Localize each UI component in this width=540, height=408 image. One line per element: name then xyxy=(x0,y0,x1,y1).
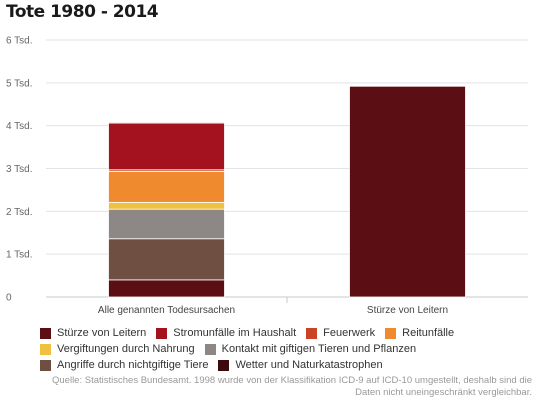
legend-item: Kontakt mit giftigen Tieren und Pflanzen xyxy=(204,342,417,356)
legend-label: Vergiftungen durch Nahrung xyxy=(57,343,195,355)
y-tick-label: 6 Tsd. xyxy=(6,36,33,47)
chart-title: Tote 1980 - 2014 xyxy=(6,2,159,22)
bar-segment xyxy=(108,208,225,240)
legend: Stürze von Leitern Stromunfälle im Hausha… xyxy=(40,326,530,372)
axes: 0 1 Tsd. 2 Tsd. 3 Tsd. 4 Tsd. 5 Tsd. 6 Tsd. All… xyxy=(6,36,448,317)
bar-segment xyxy=(108,201,225,210)
y-tick-label: 2 Tsd. xyxy=(6,207,33,218)
legend-label: Stürze von Leitern xyxy=(57,327,147,339)
legend-item: Feuerwerk xyxy=(306,326,375,340)
legend-item: Stürze von Leitern xyxy=(40,326,146,340)
legend-item: Stromunfälle im Haushalt xyxy=(156,326,296,340)
bar-segment xyxy=(108,279,225,298)
legend-swatch xyxy=(306,327,318,339)
bar-segment xyxy=(108,122,225,171)
legend-swatch xyxy=(204,343,216,355)
legend-label: Angriffe durch nichtgiftige Tiere xyxy=(57,359,209,371)
x-tick-label: Alle genannten Todesursachen xyxy=(98,305,235,316)
legend-item: Vergiftungen durch Nahrung xyxy=(40,342,195,356)
y-tick-label: 3 Tsd. xyxy=(6,164,33,175)
legend-swatch xyxy=(40,343,51,355)
legend-label: Feuerwerk xyxy=(323,327,376,339)
bar-segment xyxy=(108,238,225,281)
legend-label: Wetter und Naturkatastrophen xyxy=(235,359,383,371)
bar-segment xyxy=(108,171,225,203)
source-note: Quelle: Statistisches Bundesamt. 1998 wu… xyxy=(52,375,532,398)
legend-label: Kontakt mit giftigen Tieren und Pflanzen xyxy=(221,343,417,355)
legend-item: Reitunfälle xyxy=(385,326,454,340)
bar-segment xyxy=(349,85,466,298)
legend-item: Angriffe durch nichtgiftige Tiere xyxy=(40,358,208,372)
y-tick-label: 0 xyxy=(6,293,12,304)
legend-swatch xyxy=(385,327,397,339)
legend-item: Wetter und Naturkatastrophen xyxy=(218,358,383,372)
y-tick-label: 1 Tsd. xyxy=(6,250,33,261)
legend-label: Reitunfälle xyxy=(402,327,455,339)
legend-swatch xyxy=(40,327,51,339)
bar-chart: 0 1 Tsd. 2 Tsd. 3 Tsd. 4 Tsd. 5 Tsd. 6 Tsd. All… xyxy=(6,36,528,317)
legend-swatch xyxy=(40,359,51,371)
legend-label: Stromunfälle im Haushalt xyxy=(173,327,297,339)
y-tick-label: 5 Tsd. xyxy=(6,78,33,89)
legend-swatch xyxy=(218,359,230,371)
y-tick-label: 4 Tsd. xyxy=(6,121,33,132)
bar-segment xyxy=(108,121,225,124)
bars xyxy=(108,85,466,298)
x-tick-label: Stürze von Leitern xyxy=(367,305,448,316)
legend-swatch xyxy=(156,327,168,339)
